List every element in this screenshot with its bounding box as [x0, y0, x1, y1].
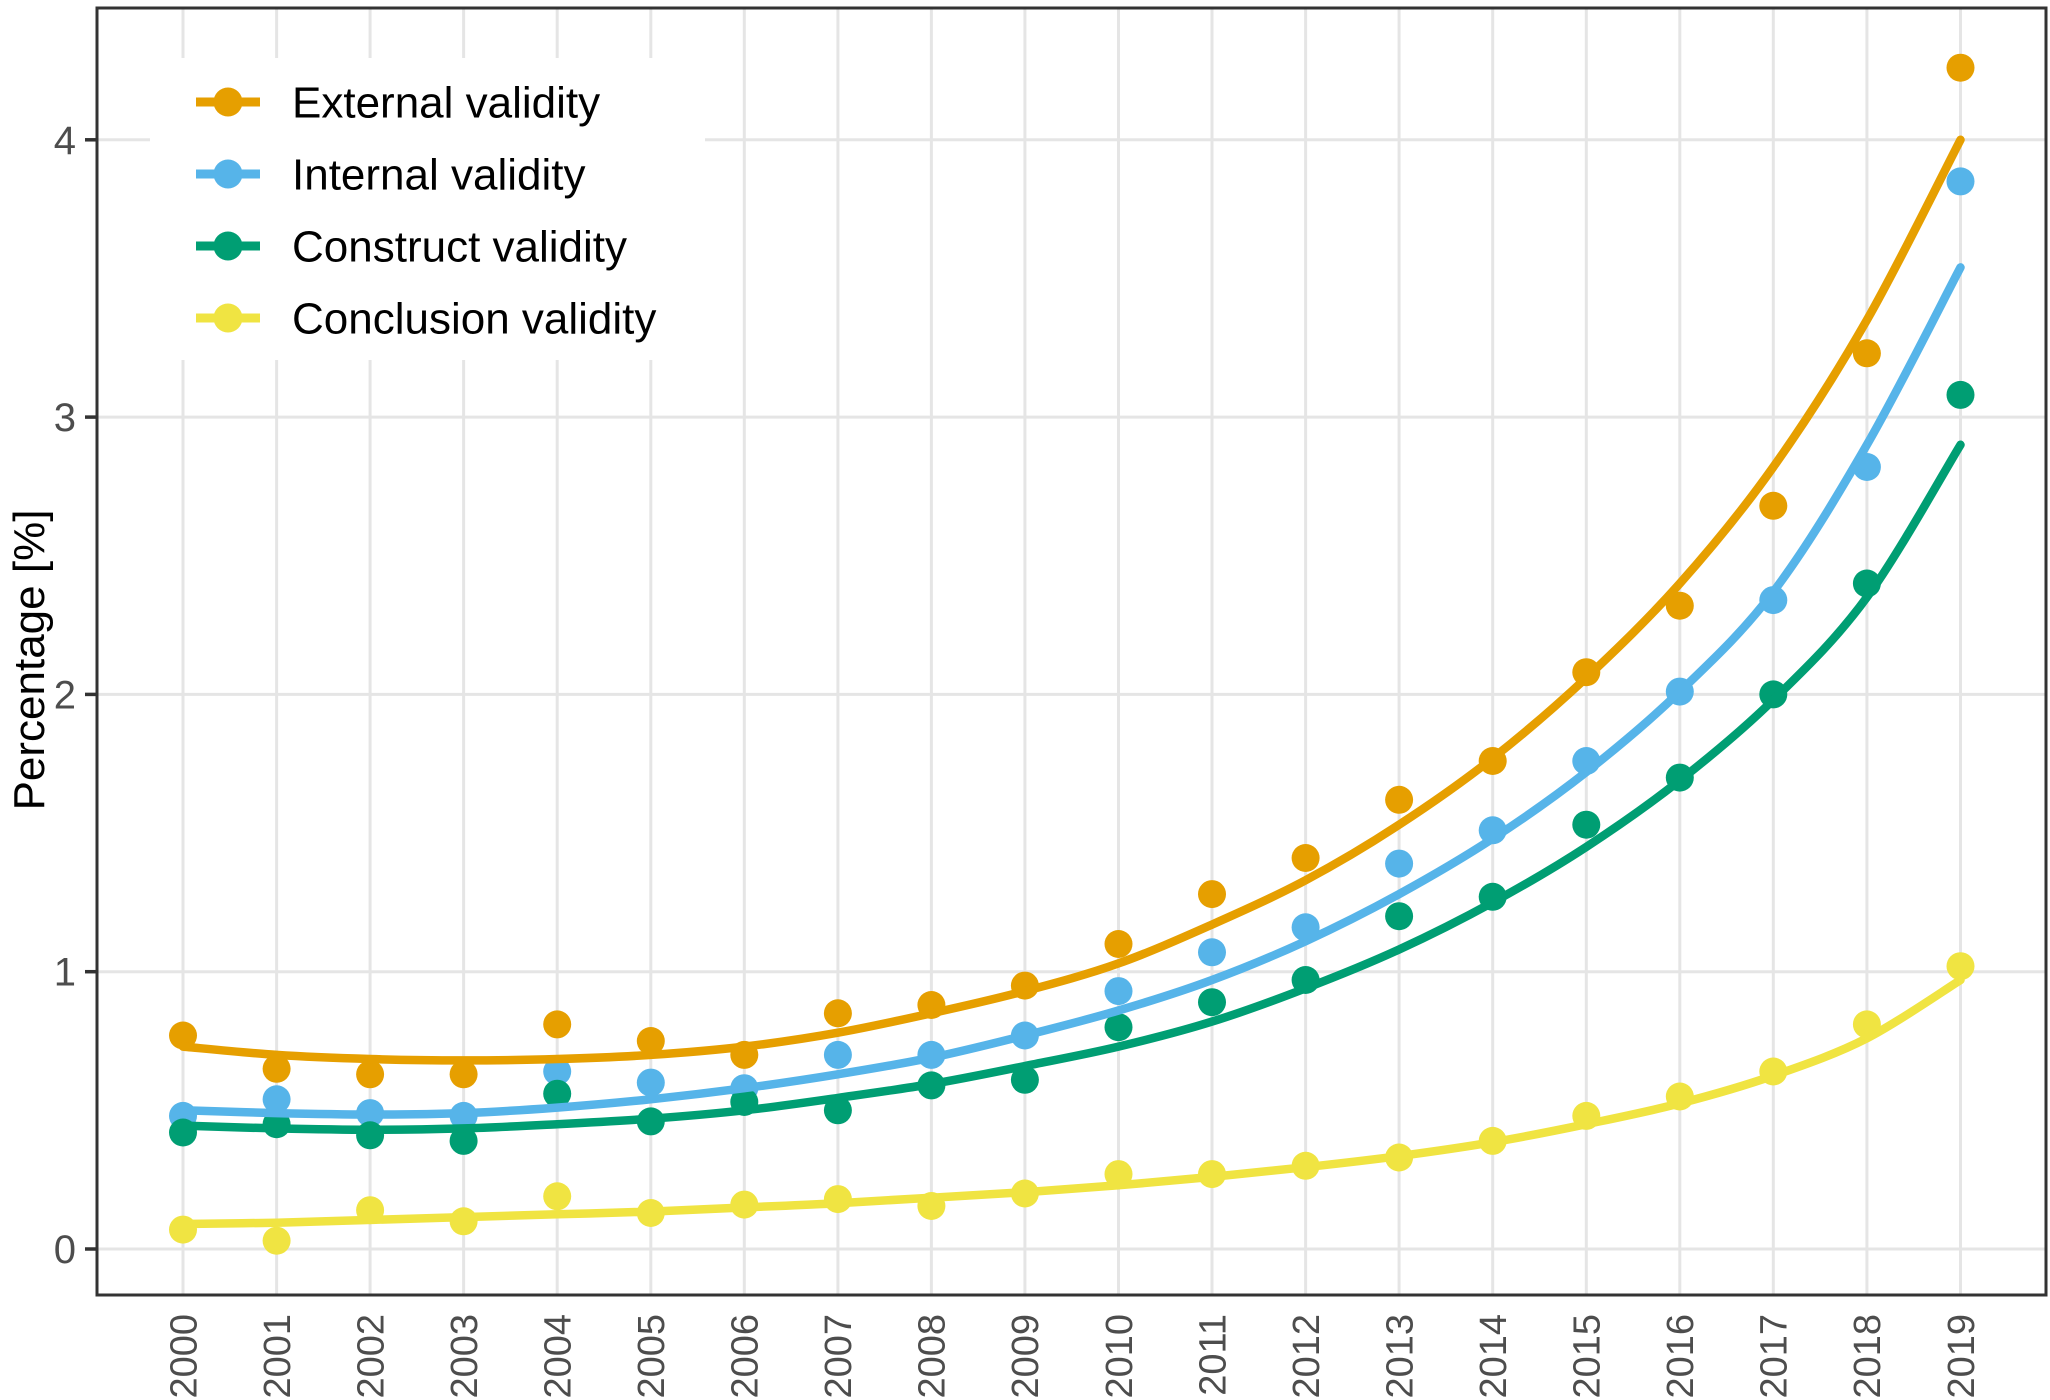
point-external-validity-2019: [1946, 53, 1975, 82]
point-internal-validity-2010: [1104, 977, 1133, 1006]
point-external-validity-2010: [1104, 930, 1133, 958]
x-tick-label-2016: 2016: [1660, 1314, 1702, 1399]
legend-label-conclusion-validity: Conclusion validity: [292, 294, 656, 343]
y-tick-label-1: 1: [54, 951, 76, 995]
y-axis-title: Percentage [%]: [5, 510, 54, 811]
legend-key-dot-internal-validity: [213, 159, 243, 189]
trend-line-external-validity: [178, 135, 1965, 1065]
point-external-validity-2012: [1291, 844, 1320, 872]
legend-label-internal-validity: Internal validity: [292, 150, 585, 199]
point-external-validity-2005: [636, 1027, 665, 1055]
panel-border: [95, 6, 2048, 1297]
point-external-validity-2017: [1759, 491, 1788, 520]
y-tick-label-2: 2: [54, 673, 76, 717]
point-construct-validity-2015: [1572, 810, 1601, 839]
legend-item-external-validity: External validity: [196, 78, 600, 127]
x-tick-label-2003: 2003: [444, 1314, 486, 1399]
x-tick-label-2018: 2018: [1847, 1314, 1889, 1399]
x-tick-label-2015: 2015: [1567, 1314, 1609, 1399]
x-tick-label-2006: 2006: [725, 1314, 767, 1399]
point-construct-validity-2019: [1946, 380, 1975, 409]
point-external-validity-2002: [356, 1060, 385, 1089]
point-conclusion-validity-2001: [262, 1226, 291, 1255]
point-internal-validity-2005: [636, 1068, 665, 1097]
point-external-validity-2003: [449, 1060, 478, 1089]
point-internal-validity-2007: [823, 1040, 852, 1069]
x-tick-label-2011: 2011: [1192, 1314, 1234, 1396]
trend-lines-layer: [178, 135, 1965, 1229]
legend-key-dot-construct-validity: [213, 231, 243, 261]
legend-item-construct-validity: Construct validity: [196, 222, 627, 271]
point-external-validity-2004: [543, 1010, 572, 1039]
point-construct-validity-2009: [1010, 1065, 1039, 1094]
point-external-validity-2016: [1665, 591, 1694, 620]
y-tick-label-4: 4: [54, 119, 76, 163]
x-tick-label-2007: 2007: [818, 1314, 860, 1399]
x-tick-label-2008: 2008: [912, 1314, 954, 1399]
legend: External validity Internal validity Constr…: [150, 58, 705, 360]
point-internal-validity-2004: [543, 1057, 572, 1086]
x-tick-label-2005: 2005: [631, 1314, 673, 1399]
point-construct-validity-2011: [1198, 988, 1226, 1017]
point-construct-validity-2004: [543, 1079, 572, 1108]
point-external-validity-2011: [1198, 880, 1226, 909]
point-construct-validity-2013: [1385, 902, 1414, 931]
point-conclusion-validity-2004: [543, 1182, 572, 1211]
y-axis-ticks: [85, 138, 97, 1251]
legend-key-dot-conclusion-validity: [213, 303, 243, 333]
x-tick-label-2002: 2002: [350, 1314, 392, 1399]
y-axis-tick-labels: 0 1 2 3 4: [54, 119, 76, 1272]
point-internal-validity-2019: [1946, 167, 1975, 196]
x-tick-label-2009: 2009: [1005, 1314, 1047, 1399]
point-conclusion-validity-2019: [1946, 952, 1975, 981]
x-tick-label-2017: 2017: [1754, 1314, 1796, 1399]
legend-item-internal-validity: Internal validity: [196, 150, 585, 199]
x-tick-label-2014: 2014: [1473, 1314, 1515, 1399]
x-tick-label-2001: 2001: [257, 1314, 299, 1399]
x-tick-label-2010: 2010: [1099, 1314, 1141, 1399]
legend-item-conclusion-validity: Conclusion validity: [196, 294, 656, 343]
point-internal-validity-2011: [1198, 938, 1226, 967]
point-internal-validity-2013: [1385, 849, 1414, 878]
point-construct-validity-2010: [1104, 1013, 1133, 1042]
x-tick-label-2019: 2019: [1941, 1314, 1983, 1399]
point-construct-validity-2002: [356, 1121, 385, 1150]
legend-key-dot-external-validity: [213, 87, 243, 117]
point-external-validity-2018: [1852, 339, 1881, 368]
trend-line-construct-validity: [178, 440, 1965, 1135]
x-axis-tick-labels: 2000 2001 2002 2003 2004 2005 2006 2007 2008 2009…: [163, 1314, 1983, 1399]
point-construct-validity-2007: [823, 1096, 852, 1125]
point-external-validity-2000: [169, 1021, 197, 1050]
legend-label-construct-validity: Construct validity: [292, 222, 627, 271]
x-tick-label-2013: 2013: [1379, 1314, 1421, 1399]
x-tick-label-2012: 2012: [1286, 1314, 1328, 1399]
legend-background: [150, 58, 705, 360]
y-tick-label-3: 3: [54, 396, 76, 440]
point-external-validity-2007: [823, 999, 852, 1028]
point-external-validity-2013: [1385, 785, 1414, 814]
point-construct-validity-2003: [449, 1126, 478, 1155]
legend-label-external-validity: External validity: [292, 78, 600, 127]
point-internal-validity-2001: [262, 1085, 291, 1114]
trend-line-conclusion-validity: [178, 975, 1965, 1229]
x-tick-label-2004: 2004: [538, 1314, 580, 1399]
y-tick-label-0: 0: [54, 1228, 76, 1272]
x-tick-label-2000: 2000: [163, 1314, 205, 1399]
point-external-validity-2001: [262, 1054, 291, 1083]
trend-line-internal-validity: [178, 263, 1965, 1119]
